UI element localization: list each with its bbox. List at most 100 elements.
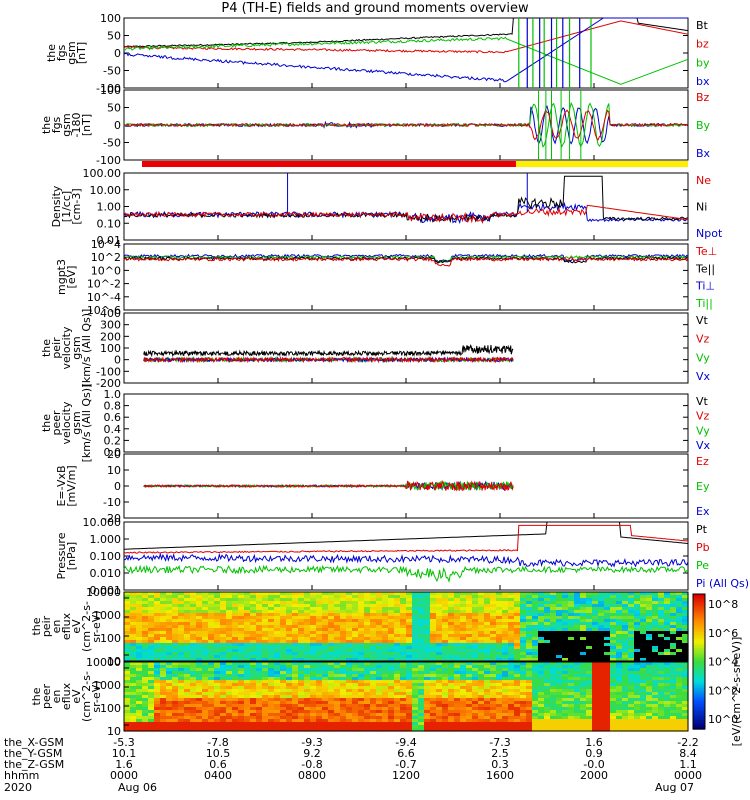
spectrogram-cell: [154, 722, 161, 726]
spectrogram-cell: [478, 616, 485, 620]
spectrogram-cell: [190, 658, 197, 662]
spectrogram-cell: [466, 710, 473, 714]
spectrogram-cell: [382, 604, 389, 608]
spectrogram-cell: [670, 722, 677, 726]
spectrogram-cell: [196, 722, 203, 726]
y-axis-label: peer: [40, 684, 53, 710]
spectrogram-cell: [358, 622, 365, 626]
spectrogram-cell: [274, 628, 281, 632]
spectrogram-cell: [196, 646, 203, 650]
spectrogram-cell: [658, 622, 665, 626]
spectrogram-cell: [532, 646, 539, 650]
spectrogram-cell: [274, 689, 281, 693]
spectrogram-cell: [646, 628, 653, 632]
spectrogram-cell: [538, 592, 545, 596]
spectrogram-cell: [310, 592, 317, 596]
spectrogram-cell: [514, 655, 521, 659]
spectrogram-cell: [430, 604, 437, 608]
spectrogram-cell: [442, 704, 449, 708]
spectrogram-cell: [436, 716, 443, 720]
spectrogram-cell: [274, 643, 281, 647]
spectrogram-cell: [226, 628, 233, 632]
spectrogram-cell: [142, 640, 149, 644]
spectrogram-cell: [502, 704, 509, 708]
spectrogram-cell: [490, 722, 497, 726]
spectrogram-cell: [250, 616, 257, 620]
spectrogram-cell: [250, 692, 257, 696]
spectrogram-cell: [454, 655, 461, 659]
spectrogram-cell: [238, 671, 245, 675]
spectrogram-cell: [172, 604, 179, 608]
y-tick-label: 0.0: [104, 446, 122, 459]
spectrogram-cell: [226, 640, 233, 644]
spectrogram-cell: [472, 658, 479, 662]
spectrogram-cell: [352, 665, 359, 669]
spectrogram-cell: [466, 649, 473, 653]
spectrogram-cell: [562, 655, 569, 659]
spectrogram-cell: [490, 713, 497, 717]
spectrogram-cell: [190, 592, 197, 596]
spectrogram-cell: [250, 634, 257, 638]
spectrogram-cell: [664, 643, 671, 647]
spectrogram-cell: [466, 655, 473, 659]
spectrogram-cell: [190, 719, 197, 723]
spectrogram-cell: [568, 665, 575, 669]
spectrogram-cell: [628, 704, 635, 708]
spectrogram-cell: [532, 655, 539, 659]
spectrogram-cell: [136, 595, 143, 599]
spectrogram-cell: [508, 722, 515, 726]
spectrogram-cell: [328, 662, 335, 666]
spectrogram-cell: [652, 640, 659, 644]
spectrogram-cell: [328, 637, 335, 641]
spectrogram-cell: [538, 728, 545, 732]
spectrogram-cell: [178, 637, 185, 641]
spectrogram-cell: [634, 677, 641, 681]
spectrogram-cell: [646, 692, 653, 696]
spectrogram-cell: [646, 665, 653, 669]
spectrogram-cell: [130, 622, 137, 626]
spectrogram-cell: [334, 610, 341, 614]
spectrogram-cell: [184, 722, 191, 726]
spectrogram-cell: [328, 728, 335, 732]
spectrogram-cell: [664, 628, 671, 632]
spectrogram-cell: [676, 686, 683, 690]
spectrogram-cell: [160, 646, 167, 650]
spectrogram-cell: [502, 610, 509, 614]
spectrogram-cell: [616, 619, 623, 623]
spectrogram-cell: [394, 695, 401, 699]
spectrogram-cell: [664, 674, 671, 678]
spectrogram-cell: [400, 680, 407, 684]
spectrogram-cell: [616, 610, 623, 614]
spectrogram-cell: [334, 646, 341, 650]
spectrogram-cell: [592, 643, 599, 647]
spectrogram-cell: [616, 692, 623, 696]
spectrogram-cell: [262, 725, 269, 729]
spectrogram-cell: [658, 716, 665, 720]
y-tick-label: 10^0: [91, 264, 121, 277]
spectrogram-cell: [226, 631, 233, 635]
spectrogram-cell: [322, 634, 329, 638]
y-tick-label: 300: [100, 319, 121, 332]
spectrogram-cell: [190, 652, 197, 656]
spectrogram-cell: [646, 634, 653, 638]
spectrogram-cell: [478, 701, 485, 705]
spectrogram-cell: [232, 610, 239, 614]
y-tick-label: 100: [100, 342, 121, 355]
spectrogram-cell: [448, 616, 455, 620]
spectrogram-cell: [280, 622, 287, 626]
spectrogram-cell: [580, 719, 587, 723]
spectrogram-cell: [328, 719, 335, 723]
spectrogram-cell: [472, 713, 479, 717]
spectrogram-cell: [676, 713, 683, 717]
spectrogram-cell: [484, 622, 491, 626]
spectrogram-cell: [364, 592, 371, 596]
spectrogram-cell: [136, 713, 143, 717]
spectrogram-cell: [538, 598, 545, 602]
spectrogram-cell: [280, 689, 287, 693]
spectrogram-cell: [220, 628, 227, 632]
spectrogram-cell: [604, 625, 611, 629]
spectrogram-cell: [226, 610, 233, 614]
spectrogram-cell: [316, 634, 323, 638]
colorbar-cell: [693, 686, 705, 690]
spectrogram-cell: [664, 683, 671, 687]
